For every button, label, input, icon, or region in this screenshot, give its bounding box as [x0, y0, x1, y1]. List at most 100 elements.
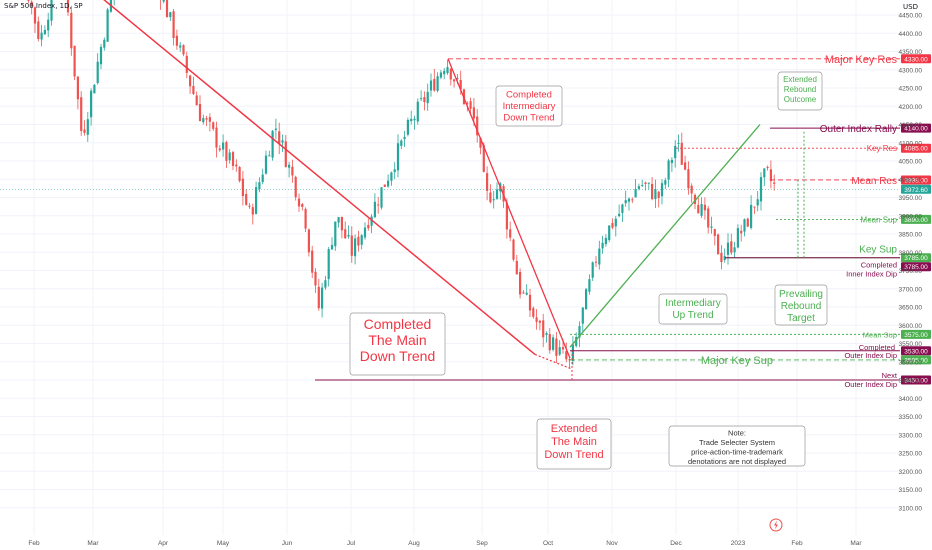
y-tick-label: 3550.00 — [899, 341, 923, 348]
main-down-annotation-box — [349, 312, 446, 376]
candle-body — [387, 180, 390, 187]
time-axis[interactable]: Feb Mar Apr May Jun Jul Aug Sep Oct Nov Dec 2023 Feb… — [28, 540, 862, 547]
candle-body — [172, 11, 175, 38]
extended-down-annotation-text: Down Trend — [544, 449, 603, 461]
note-annotation-text: denotations are not displayed — [688, 457, 786, 466]
y-tick-label: 3800.00 — [899, 250, 923, 257]
completed-outer-label-2: Outer Index Dip — [844, 351, 897, 360]
candle-body — [674, 145, 677, 159]
x-tick-label: Jun — [282, 540, 293, 547]
y-tick-label: 4250.00 — [899, 86, 923, 93]
candle-body — [76, 76, 79, 100]
candle-body — [509, 229, 512, 238]
candle-body — [436, 76, 439, 91]
y-tick-label: 3250.00 — [899, 451, 923, 458]
candle-body — [344, 229, 347, 239]
candle-body — [80, 97, 83, 132]
key-res-label: Key Res — [867, 144, 897, 153]
candle-body — [165, 0, 169, 18]
candle-body — [297, 198, 301, 207]
candle-body — [713, 229, 716, 236]
candle-body — [552, 337, 555, 350]
extended-down-annotation-text: The Main — [551, 436, 597, 448]
candle-body — [403, 136, 406, 140]
candle-body — [334, 221, 337, 247]
candle-body — [660, 183, 664, 197]
candle-body — [83, 129, 86, 133]
symbol-title: S&P 500 Index, 1D, SP — [4, 2, 83, 10]
x-tick-label: Dec — [670, 540, 682, 547]
major-key-res-label: Major Key Res — [825, 54, 898, 66]
price-tag-label: 4330.00 — [904, 56, 928, 63]
candle-body — [453, 79, 456, 82]
candle-body — [608, 225, 611, 240]
candle-body — [360, 235, 363, 245]
candle-body — [268, 155, 271, 157]
candle-body — [73, 45, 76, 77]
main-down-trendline — [103, 0, 536, 356]
candle-body — [433, 78, 436, 91]
extended-rebound-annotation-text: Outcome — [784, 95, 817, 104]
candle-body — [340, 216, 343, 231]
note-annotation: Note:Trade Selecter Systemprice-action-t… — [668, 425, 806, 467]
candle-body — [380, 187, 383, 208]
candle-body — [251, 207, 254, 215]
candle-body — [693, 194, 697, 204]
candle-body — [670, 159, 673, 164]
candle-body — [367, 224, 370, 229]
candle-body — [515, 260, 518, 275]
candle-body — [258, 182, 261, 190]
candle-body — [90, 90, 93, 118]
candle-body — [687, 169, 690, 189]
candle-body — [575, 337, 578, 346]
candle-body — [736, 228, 739, 248]
lightning-icon[interactable] — [769, 518, 783, 532]
extended-rebound-annotation-text: Rebound — [784, 85, 816, 94]
candle-body — [363, 227, 367, 238]
x-tick-label: Feb — [791, 540, 803, 547]
candle-body — [396, 143, 400, 171]
candle-body — [416, 101, 419, 122]
candle-body — [611, 222, 614, 228]
candle-body — [627, 198, 631, 202]
candle-body — [571, 344, 574, 361]
outer-index-rally-label: Outer Index Rally — [820, 124, 897, 135]
price-tag — [901, 355, 931, 365]
candle-body — [542, 320, 545, 338]
candle-body — [406, 119, 409, 135]
price-tag — [901, 346, 931, 356]
price-axis[interactable]: 3100.00 3150.00 3200.00 3250.00 3300.00 3350.… — [899, 13, 923, 513]
candle-body — [40, 32, 43, 40]
y-tick-label: 3700.00 — [899, 286, 923, 293]
candle-body — [766, 167, 769, 169]
candle-body — [489, 192, 492, 203]
candle-body — [393, 169, 396, 173]
candle-body — [476, 116, 479, 136]
y-tick-label: 3650.00 — [899, 305, 923, 312]
candle-body — [185, 55, 188, 73]
y-tick-label: 4050.00 — [899, 159, 923, 166]
candle-body — [538, 320, 541, 323]
candle-body — [746, 218, 749, 227]
next-outer-label-1: Next — [882, 371, 898, 380]
candle-body — [449, 68, 452, 80]
current-price-tag — [901, 184, 931, 194]
candle-body — [93, 84, 96, 94]
mean-res-label: Mean Res — [851, 176, 897, 187]
key-sup-label: Key Sup — [859, 245, 897, 256]
candle-body — [30, 1, 33, 7]
candle-body — [400, 140, 403, 146]
y-tick-label: 4100.00 — [899, 140, 923, 147]
candle-body — [591, 262, 594, 278]
candle-body — [238, 166, 241, 182]
candle-body — [690, 185, 693, 194]
candle-body — [373, 201, 376, 218]
candle-body — [512, 239, 515, 260]
candle-body — [215, 127, 218, 148]
price-tag — [901, 175, 931, 185]
y-tick-label: 3150.00 — [899, 487, 923, 494]
